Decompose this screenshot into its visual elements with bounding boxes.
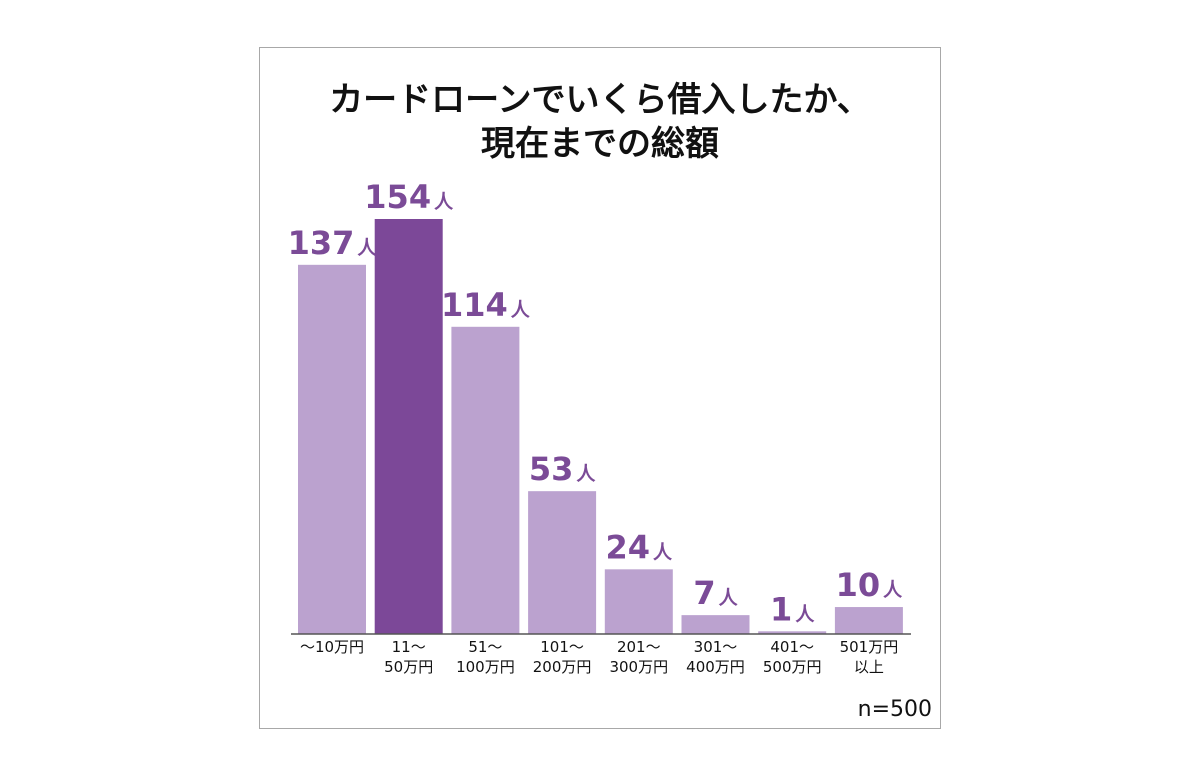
category-label-6-line-1: 301〜 xyxy=(694,638,738,656)
bar-2 xyxy=(374,219,443,634)
bar-value-unit-4: 人 xyxy=(576,463,596,485)
bar-1 xyxy=(298,264,366,634)
category-label-7-line-2: 500万円 xyxy=(763,658,822,676)
bar-value-label-8: 10 人 xyxy=(836,566,904,604)
bar-value-unit-7: 人 xyxy=(795,603,815,625)
category-label-3-line-2: 100万円 xyxy=(456,658,515,676)
bar-7 xyxy=(758,631,827,634)
bar-value-label-5: 24 人 xyxy=(606,528,674,566)
sample-size-note: n=500 xyxy=(857,697,932,722)
bar-value-2: 154 xyxy=(364,178,431,216)
bar-value-5: 24 xyxy=(606,528,651,566)
bar-value-unit-5: 人 xyxy=(653,541,673,563)
chart-title-line-2: 現在までの総額 xyxy=(481,124,719,164)
bar-value-unit-6: 人 xyxy=(719,587,739,609)
chart-frame xyxy=(259,47,941,729)
bar-value-unit-3: 人 xyxy=(511,299,531,321)
bar-5 xyxy=(604,569,673,634)
category-label-5-line-2: 300万円 xyxy=(609,658,668,676)
category-label-5-line-1: 201〜 xyxy=(617,638,661,656)
bar-3 xyxy=(451,326,520,634)
bar-value-3: 114 xyxy=(441,286,508,324)
bar-value-unit-2: 人 xyxy=(434,191,454,213)
category-label-8-line-1: 501万円 xyxy=(840,638,899,656)
category-label-3-line-1: 51〜 xyxy=(468,638,502,656)
category-label-6-line-2: 400万円 xyxy=(686,658,745,676)
bar-value-unit-1: 人 xyxy=(357,237,377,259)
bar-value-6: 7 xyxy=(693,574,715,612)
chart-title-line-1: カードローンでいくら借入したか、 xyxy=(329,80,871,120)
bar-value-label-3: 114 人 xyxy=(441,286,531,324)
bar-value-label-1: 137 人 xyxy=(288,224,378,262)
chart-title: カードローンでいくら借入したか、 現在までの総額 xyxy=(259,78,941,166)
category-label-4-line-2: 200万円 xyxy=(533,658,592,676)
category-label-7-line-1: 401〜 xyxy=(770,638,814,656)
category-label-4-line-1: 101〜 xyxy=(540,638,584,656)
bar-value-label-2: 154 人 xyxy=(364,178,454,216)
bar-value-label-4: 53 人 xyxy=(529,450,597,488)
bar-value-7: 1 xyxy=(770,590,792,628)
bar-value-unit-8: 人 xyxy=(883,579,903,601)
bar-value-8: 10 xyxy=(836,566,881,604)
category-label-8-line-2: 以上 xyxy=(854,658,884,676)
bar-value-1: 137 xyxy=(288,224,355,262)
category-label-2-line-1: 11〜 xyxy=(392,638,426,656)
bar-6 xyxy=(681,615,750,634)
bar-8 xyxy=(834,607,903,634)
bar-value-4: 53 xyxy=(529,450,574,488)
category-label-1-line-1: 〜10万円 xyxy=(300,638,364,656)
bar-4 xyxy=(528,491,597,634)
category-label-2-line-2: 50万円 xyxy=(384,658,433,676)
